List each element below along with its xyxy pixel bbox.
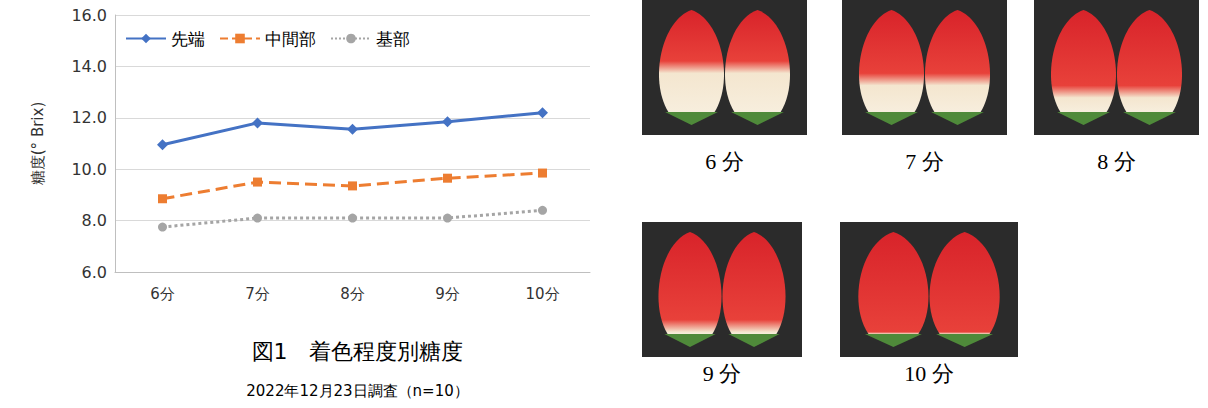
svg-text:10分: 10分 (525, 285, 559, 303)
html-text:7 分: 7 分 (905, 149, 944, 174)
html-text:8 分: 8 分 (1097, 149, 1136, 174)
svg-text:10.0: 10.0 (71, 160, 107, 179)
svg-text:14.0: 14.0 (71, 57, 107, 76)
svg-text:先端: 先端 (171, 29, 205, 49)
html-text:6 分: 6 分 (705, 149, 744, 174)
svg-text:中間部: 中間部 (265, 29, 316, 49)
svg-text:糖度(° Brix): 糖度(° Brix) (29, 102, 47, 185)
svg-text:基部: 基部 (376, 29, 410, 49)
svg-text:6分: 6分 (150, 285, 175, 303)
svg-text:6.0: 6.0 (82, 263, 107, 282)
svg-text:8.0: 8.0 (82, 211, 107, 230)
svg-text:12.0: 12.0 (71, 108, 107, 127)
svg-text:2022年12月23日調査（n=10）: 2022年12月23日調査（n=10） (246, 382, 469, 400)
html-text:9 分: 9 分 (702, 361, 742, 386)
svg-text:7分: 7分 (245, 285, 270, 303)
svg-text:図1 着色程度別糖度: 図1 着色程度別糖度 (252, 339, 464, 364)
svg-text:8分: 8分 (340, 285, 365, 303)
html-text:10 分: 10 分 (904, 361, 954, 386)
svg-text:9分: 9分 (435, 285, 460, 303)
svg-text:16.0: 16.0 (71, 6, 107, 25)
